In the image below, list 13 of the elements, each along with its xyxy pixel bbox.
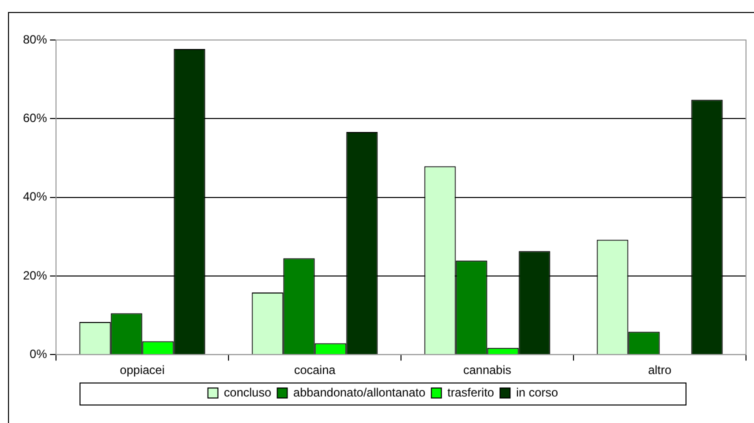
legend-label: abbandonato/allontanato [293, 385, 426, 400]
x-tick-label: cocaina [294, 363, 336, 378]
x-tick-label: oppiacei [120, 363, 165, 378]
x-tick-label: cannabis [463, 363, 512, 378]
y-tick-label: 60% [22, 110, 48, 125]
y-tick-label: 20% [22, 268, 48, 282]
y-tick-label: 40% [22, 190, 48, 204]
legend-label: concluso [224, 385, 272, 400]
legend-label: trasferito [447, 385, 494, 400]
y-tick-label: 80% [22, 32, 48, 46]
x-tick-label: altro [648, 363, 672, 378]
legend-label: in corso [516, 385, 558, 400]
y-tick-label: 0% [30, 346, 48, 361]
